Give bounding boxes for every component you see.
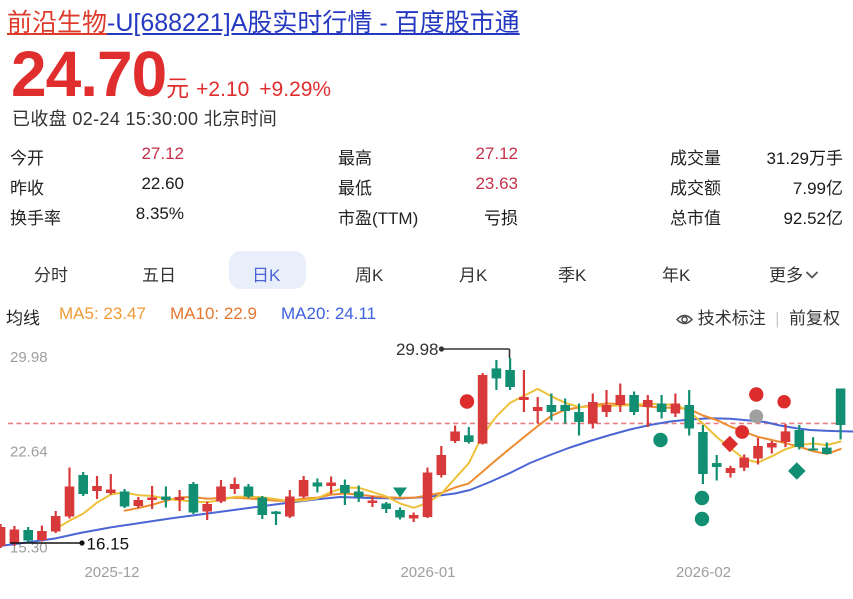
svg-text:2026-01: 2026-01 (400, 564, 455, 581)
svg-text:2026-02: 2026-02 (676, 564, 731, 581)
svg-text:22.64: 22.64 (10, 444, 48, 461)
svg-text:29.98: 29.98 (10, 349, 48, 366)
svg-text:29.98: 29.98 (396, 340, 439, 359)
svg-text:16.15: 16.15 (87, 535, 130, 554)
svg-text:2025-12: 2025-12 (84, 564, 139, 581)
